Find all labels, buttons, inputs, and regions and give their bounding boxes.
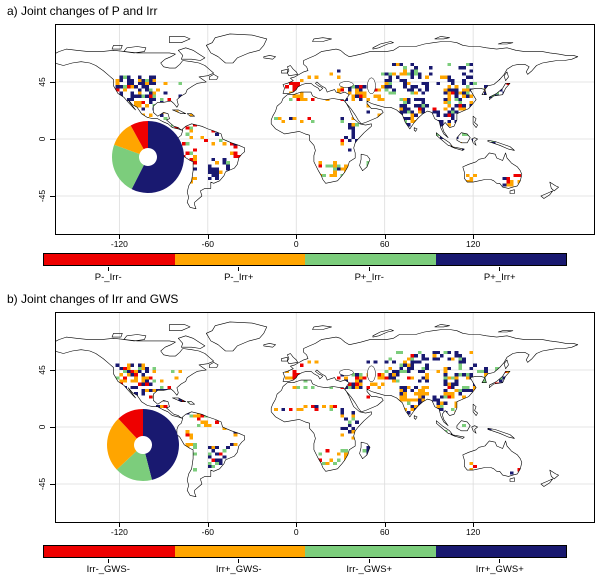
y-axis-tick [50,427,55,428]
legend-tick [368,559,370,563]
panel-a-legend: P-_Irr- P-_Irr+ P+_Irr- P+_Irr+ [43,253,567,285]
legend-colorbar [43,253,567,266]
legend-tick [499,559,501,563]
legend-label: Irr-_GWS+ [346,564,393,575]
x-axis-tick [119,234,121,239]
x-axis-tick-label: 60 [379,239,390,249]
y-axis-tick-label: 45 [37,365,47,375]
x-axis-tick [296,522,298,527]
y-axis-tick [50,139,55,140]
legend-label: P-_Irr- [94,272,122,283]
y-axis-tick-label: 0 [37,424,47,430]
y-axis-tick-label: -45 [37,477,47,491]
legend-segment [44,254,175,265]
legend-label: Irr-_GWS- [86,564,130,575]
legend-segment [305,254,436,265]
y-axis-tick [50,82,55,83]
y-axis-tick-label: -45 [37,189,47,203]
x-axis-tick [473,234,475,239]
x-axis-tick [207,234,209,239]
legend-label: P+_Irr+ [483,272,516,283]
y-axis-tick [50,370,55,371]
panel-a-plot: -120 -60 0 60 120 45 0 -45 [37,24,595,249]
legend-tick [107,559,109,563]
x-axis-tick-label: -60 [201,239,214,249]
panel-b-title: b) Joint changes of Irr and GWS [7,292,179,306]
x-axis-tick-label: 0 [293,527,299,537]
legend-segment [305,546,436,557]
legend-segment [435,546,566,557]
panel-a-title: a) Joint changes of P and Irr [7,4,158,18]
legend-tick [238,559,240,563]
panel-a-world-map [56,25,594,234]
x-axis-tick [384,522,386,527]
legend-segment [435,254,566,265]
panel-b-plot: -120 -60 0 60 120 45 0 -45 [37,312,595,537]
legend-tick [107,267,109,271]
x-axis-tick [296,234,298,239]
x-axis-tick-label: -120 [110,527,128,537]
legend-label: P-_Irr+ [224,272,254,283]
y-axis-tick-label: 45 [37,77,47,87]
panel-a-donut-chart [112,121,184,193]
panel-b-donut-chart [107,409,180,481]
x-axis-tick-label: -60 [201,527,214,537]
panel-b-world-map [56,313,594,522]
legend-segment [44,546,175,557]
legend-colorbar [43,545,567,558]
x-axis-tick [207,522,209,527]
x-axis-tick-label: 120 [466,527,481,537]
x-axis-tick-label: -120 [110,239,128,249]
legend-tick [499,267,501,271]
panel-b-legend: Irr-_GWS- Irr+_GWS- Irr-_GWS+ Irr+_GWS+ [43,545,567,577]
x-axis-tick [384,234,386,239]
x-axis-tick [119,522,121,527]
x-axis-tick-label: 60 [379,527,390,537]
y-axis-tick [50,196,55,197]
legend-segment [174,546,305,557]
y-axis-tick [50,484,55,485]
legend-label: P+_Irr- [354,272,384,283]
legend-segment [174,254,305,265]
legend-tick [368,267,370,271]
x-axis-tick-label: 120 [466,239,481,249]
x-axis-tick [473,522,475,527]
legend-label: Irr+_GWS+ [475,564,524,575]
legend-tick [238,267,240,271]
x-axis-tick-label: 0 [293,239,299,249]
legend-label: Irr+_GWS- [215,564,262,575]
y-axis-tick-label: 0 [37,136,47,142]
